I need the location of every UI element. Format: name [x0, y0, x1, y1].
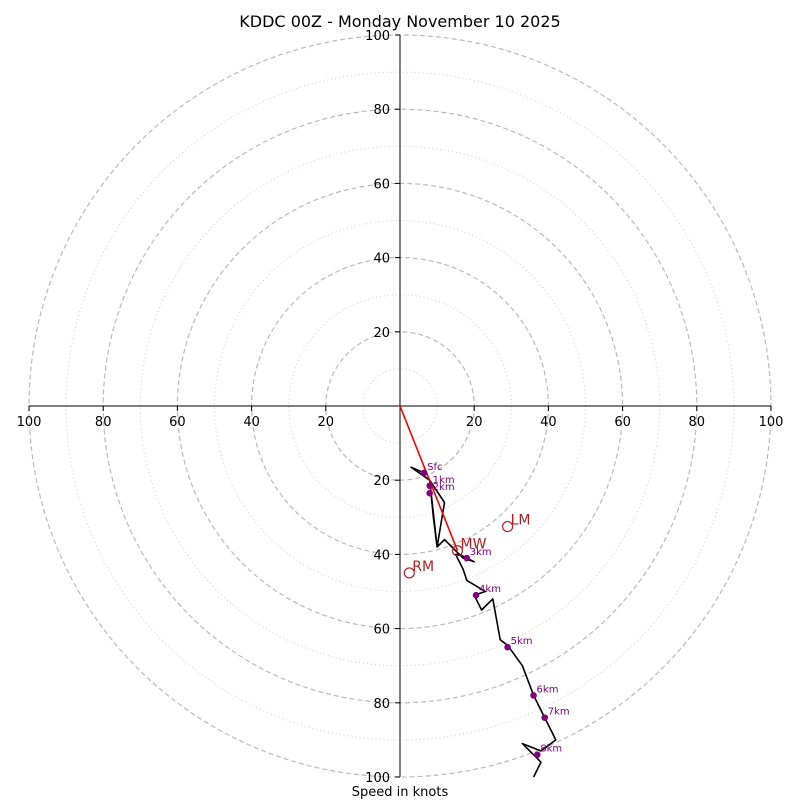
y-tick-label: 80 [373, 697, 390, 712]
height-label-1km: 1km [433, 475, 455, 486]
storm-motion-marker-mw [451, 545, 464, 557]
height-label-6km: 6km [537, 684, 559, 695]
height-label-3km: 3km [470, 547, 492, 558]
y-tick-label: 80 [373, 103, 390, 118]
storm-motions: LM MW RM [403, 513, 531, 579]
y-tick-label: 20 [373, 326, 390, 341]
storm-motion-label-mw: MW [461, 537, 487, 553]
x-tick-label: 100 [759, 415, 784, 430]
height-label-8km: 8km [540, 744, 562, 755]
x-tick-label: 20 [318, 415, 335, 430]
height-marker-6km [530, 692, 537, 699]
x-tick-label: 60 [614, 415, 631, 430]
height-label-sfc: Sfc [427, 462, 442, 473]
height-marker-8km [533, 751, 541, 759]
height-marker-7km [541, 714, 548, 721]
storm-motion-marker-rm [403, 567, 415, 579]
y-tick-label: 60 [373, 623, 390, 638]
height-label-5km: 5km [511, 636, 533, 647]
x-axis-label: Speed in knots [352, 785, 449, 800]
y-tick-label: 100 [365, 771, 390, 786]
x-tick-label: 80 [95, 415, 112, 430]
storm-motion-marker-lm [501, 520, 514, 533]
storm-motion-label-rm: RM [412, 559, 434, 575]
hodograph-trace [410, 466, 557, 778]
y-tick-label: 100 [365, 29, 390, 44]
height-label-4km: 4km [479, 584, 501, 595]
x-tick-label: 60 [169, 415, 186, 430]
y-tick-label: 60 [373, 177, 390, 192]
height-marker-sfc [420, 469, 428, 477]
chart-title: KDDC 00Z - Monday November 10 2025 [239, 12, 560, 31]
height-label-2km: 2km [433, 482, 455, 493]
x-tick-label: 40 [243, 415, 260, 430]
height-label-7km: 7km [548, 707, 570, 718]
x-tick-label: 100 [17, 415, 42, 430]
height-marker-1km [426, 482, 433, 490]
height-marker-2km [426, 489, 433, 497]
height-marker-4km [472, 591, 480, 599]
y-tick-label: 20 [373, 474, 390, 489]
height-marker-5km [504, 643, 511, 651]
tick-labels: 100 80 60 40 20 20 40 60 80 100 20 40 60 80 100 20 40 60 8… [17, 29, 784, 786]
x-tick-label: 80 [689, 415, 706, 430]
x-tick-label: 40 [540, 415, 557, 430]
x-tick-label: 20 [466, 415, 483, 430]
y-tick-label: 40 [373, 252, 390, 267]
y-tick-label: 40 [373, 548, 390, 563]
mean-wind-vector [399, 405, 459, 551]
storm-motion-label-lm: LM [511, 513, 531, 529]
height-marker-3km [463, 554, 471, 562]
